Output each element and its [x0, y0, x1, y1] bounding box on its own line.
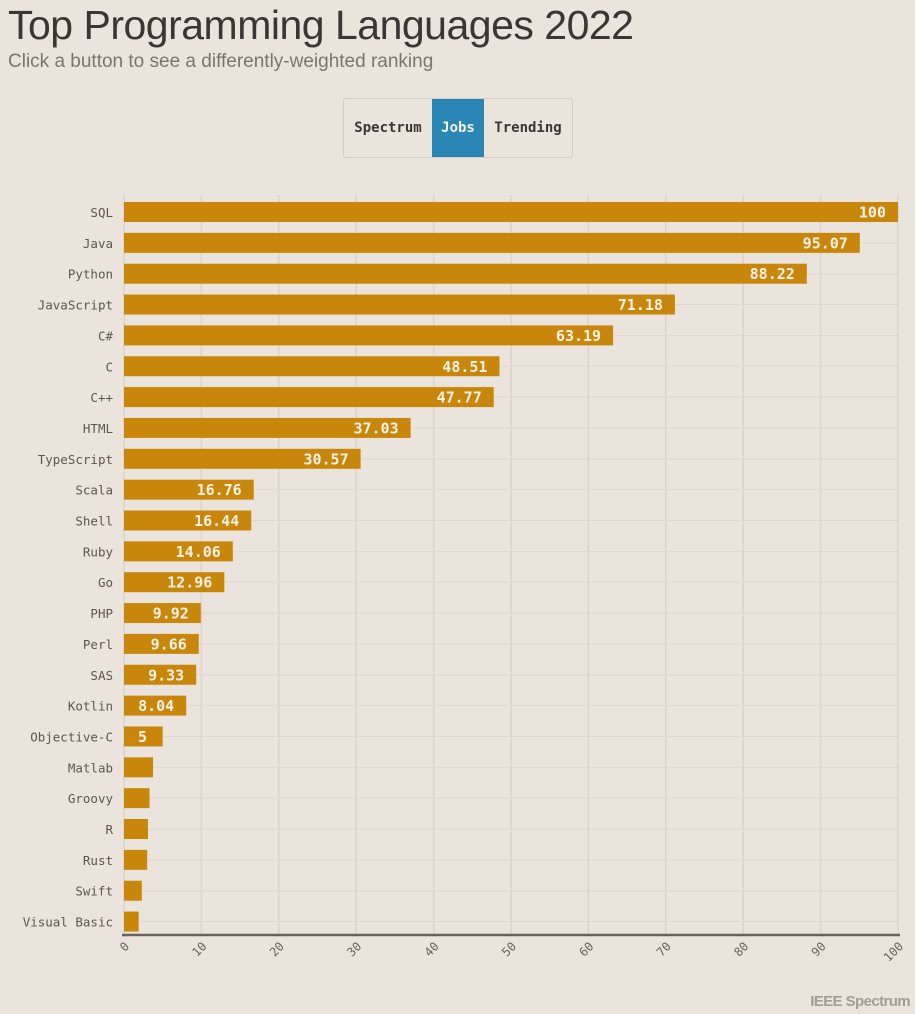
spectrum-button[interactable]: Spectrum: [354, 120, 422, 136]
trending-button[interactable]: Trending: [494, 120, 562, 136]
x-tick-label: 30: [344, 939, 364, 959]
category-label: Go: [98, 575, 113, 590]
category-label: Ruby: [83, 544, 114, 559]
data-label: 63.19: [556, 327, 601, 345]
bar-r: [124, 819, 148, 839]
x-tick-label: 20: [267, 939, 287, 959]
x-tick-label: 50: [499, 939, 519, 959]
x-tick-label: 40: [422, 939, 442, 959]
bar-scala: [124, 479, 254, 500]
x-tick-label: 100: [881, 939, 906, 964]
x-tick-label: 0: [117, 939, 132, 954]
data-label: 95.07: [803, 234, 848, 252]
category-label: C: [105, 359, 113, 374]
x-tick-label: 80: [731, 939, 751, 959]
bar-visual-basic: [124, 911, 139, 932]
bar-matlab: [124, 757, 154, 778]
category-label: Python: [68, 267, 113, 282]
category-label: Objective-C: [30, 729, 113, 744]
bar-typescript: [124, 448, 361, 469]
category-label: JavaScript: [38, 298, 113, 313]
bar-ruby: [124, 541, 233, 562]
category-label: SAS: [90, 668, 113, 683]
data-label: 88.22: [750, 265, 795, 283]
bar-shell: [124, 510, 252, 531]
bar-php: [124, 603, 201, 624]
bar-kotlin: [124, 695, 187, 716]
page-subtitle: Click a button to see a differently-weig…: [8, 51, 434, 72]
bar-perl: [124, 633, 199, 654]
bar-python: [124, 263, 807, 284]
data-label: 9.33: [148, 666, 184, 684]
ieee-spectrum-logo: IEEE Spectrum: [810, 993, 910, 1010]
data-label: 9.92: [153, 605, 189, 623]
category-label: Java: [83, 236, 113, 251]
data-label: 71.18: [618, 296, 663, 314]
bar-objective-c: [124, 726, 163, 747]
category-label: Shell: [75, 514, 113, 529]
data-label: 5: [138, 728, 147, 746]
bar-rust: [124, 849, 148, 870]
x-tick-label: 10: [189, 939, 209, 959]
data-label: 12.96: [167, 574, 212, 592]
category-label: C++: [90, 390, 113, 405]
bar-c-: [124, 325, 614, 346]
data-label: 16.44: [194, 512, 239, 530]
data-label: 47.77: [437, 389, 482, 407]
data-label: 37.03: [353, 419, 398, 437]
bar-javascript: [124, 294, 675, 315]
bar-sql: [124, 202, 898, 222]
category-label: Matlab: [68, 760, 113, 775]
bar-swift: [124, 880, 142, 901]
data-label: 16.76: [197, 481, 242, 499]
ranking-button-group: Spectrum Jobs Trending: [343, 98, 573, 158]
category-label: C#: [98, 328, 114, 343]
category-label: Visual Basic: [23, 915, 113, 930]
bar-groovy: [124, 788, 150, 809]
data-label: 30.57: [303, 450, 348, 468]
x-tick-label: 70: [654, 939, 674, 959]
bar-c: [124, 356, 500, 377]
category-label: PHP: [90, 606, 113, 621]
category-label: SQL: [90, 205, 113, 220]
jobs-button[interactable]: Jobs: [432, 99, 484, 157]
bar-html: [124, 417, 411, 438]
bar-c-: [124, 387, 494, 408]
data-label: 9.66: [151, 635, 187, 653]
category-label: Groovy: [68, 791, 114, 806]
data-label: 100: [859, 204, 886, 222]
category-label: Rust: [83, 853, 113, 868]
category-label: Swift: [75, 884, 113, 899]
data-label: 14.06: [176, 543, 221, 561]
category-label: HTML: [83, 421, 113, 436]
page-title: Top Programming Languages 2022: [8, 2, 634, 48]
category-label: R: [105, 822, 113, 837]
x-tick-label: 90: [809, 939, 829, 959]
category-label: Scala: [75, 483, 113, 498]
bar-go: [124, 572, 225, 593]
data-label: 8.04: [138, 697, 174, 715]
bar-java: [124, 232, 860, 253]
data-label: 48.51: [442, 358, 487, 376]
category-label: TypeScript: [38, 452, 113, 467]
bar-sas: [124, 664, 197, 685]
category-label: Kotlin: [68, 699, 113, 714]
category-label: Perl: [83, 637, 113, 652]
x-tick-label: 60: [576, 939, 596, 959]
